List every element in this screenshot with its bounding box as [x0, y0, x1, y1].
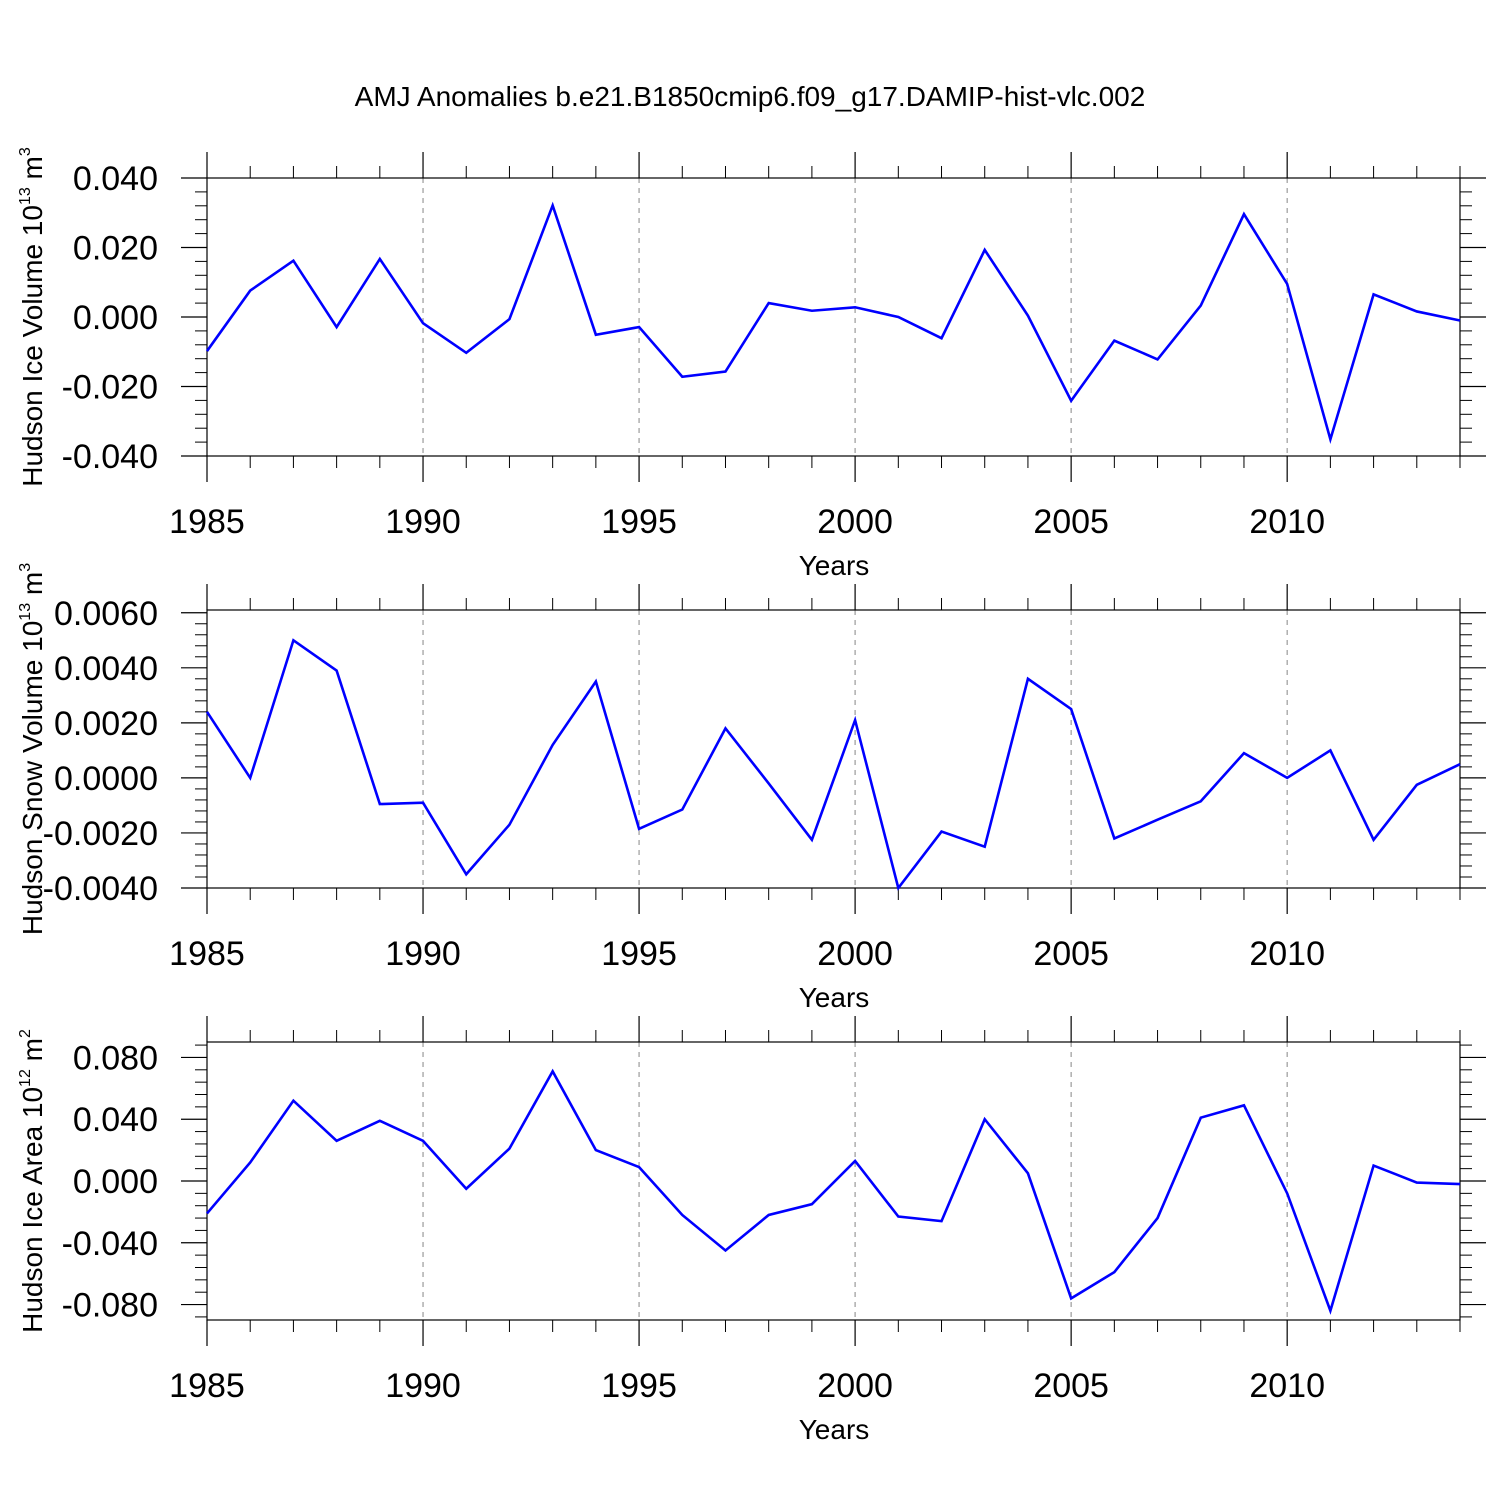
panels-layer: 1985 1990 1995 2000 2005 2010 0.040 0.020 0.000 -…	[17, 147, 1486, 1445]
y-tick-label: -0.020	[62, 369, 158, 407]
y-tick-label: 0.000	[73, 1163, 158, 1201]
series-line	[206, 1068, 1461, 1315]
x-tick-label: 2000	[817, 503, 893, 541]
x-tick-label: 2010	[1249, 503, 1325, 541]
x-tick-label: 2005	[1033, 503, 1109, 541]
y-tick-label: -0.040	[62, 438, 158, 476]
x-tick-label: 1985	[169, 1367, 245, 1405]
y-tick-label: -0.040	[62, 1225, 158, 1263]
x-tick-label: 1990	[385, 935, 461, 973]
y-tick-label: -0.080	[62, 1287, 158, 1325]
chart-title: AMJ Anomalies b.e21.B1850cmip6.f09_g17.D…	[355, 81, 1146, 112]
y-tick-label: 0.000	[73, 299, 158, 337]
y-tick-label: 0.020	[73, 230, 158, 268]
y-tick-label: 0.0040	[54, 650, 158, 688]
panel-3: 1985 1990 1995 2000 2005 2010 0.080 0.040 0.000 -…	[17, 1016, 1486, 1445]
x-tick-label: 2005	[1033, 935, 1109, 973]
panel-1: 1985 1990 1995 2000 2005 2010 0.040 0.020 0.000 -…	[17, 147, 1486, 581]
x-tick-label: 1995	[601, 1367, 677, 1405]
x-tick-label: 2000	[817, 1367, 893, 1405]
plot-frame	[206, 609, 1461, 889]
y-axis-title: Hudson Ice Area 1012 m2	[17, 1029, 48, 1333]
x-tick-label: 1985	[169, 935, 245, 973]
panel-2: 1985 1990 1995 2000 2005 2010 0.0060 0.0040 0.00…	[17, 563, 1486, 1013]
x-tick-label: 1985	[169, 503, 245, 541]
x-tick-label: 2010	[1249, 935, 1325, 973]
series-line	[205, 638, 1461, 891]
y-tick-label: -0.0040	[43, 870, 158, 908]
x-tick-label: 1990	[385, 503, 461, 541]
x-axis-title: Years	[799, 1414, 870, 1445]
series-line	[205, 201, 1461, 445]
plot-frame	[206, 177, 1461, 457]
y-tick-label: 0.080	[73, 1039, 158, 1077]
x-tick-label: 2010	[1249, 1367, 1325, 1405]
x-axis-title: Years	[799, 550, 870, 581]
x-tick-label: 2000	[817, 935, 893, 973]
x-axis-title: Years	[799, 982, 870, 1013]
y-tick-label: 0.040	[73, 160, 158, 198]
y-tick-label: 0.040	[73, 1101, 158, 1139]
x-tick-label: 1995	[601, 935, 677, 973]
x-tick-label: 1990	[385, 1367, 461, 1405]
y-axis-title: Hudson Ice Volume 1013 m3	[17, 147, 48, 487]
y-tick-label: -0.0020	[43, 815, 158, 853]
y-tick-label: 0.0020	[54, 705, 158, 743]
y-tick-label: 0.0060	[54, 595, 158, 633]
x-tick-label: 1995	[601, 503, 677, 541]
y-tick-label: 0.0000	[54, 760, 158, 798]
x-tick-label: 2005	[1033, 1367, 1109, 1405]
y-axis-title: Hudson Snow Volume 1013 m3	[17, 563, 48, 935]
